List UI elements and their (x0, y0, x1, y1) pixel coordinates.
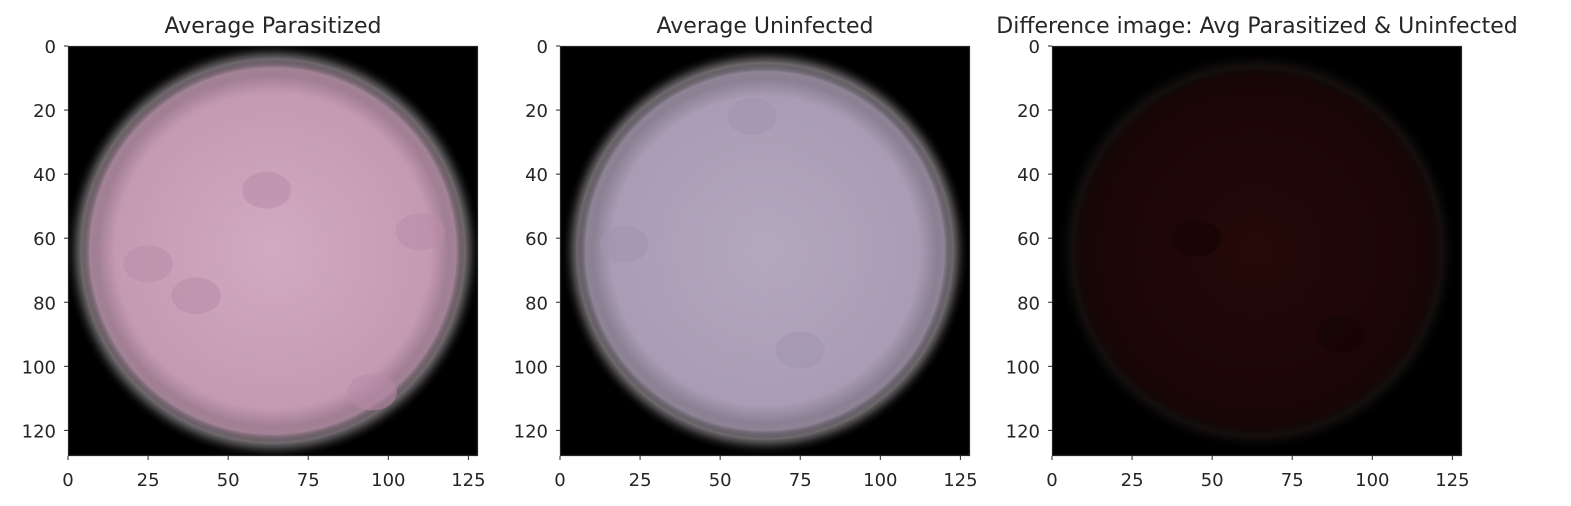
y-tick-label: 120 (514, 421, 548, 442)
cell-spot (395, 213, 445, 251)
x-tick-label: 125 (451, 470, 485, 491)
cell-spot (1171, 219, 1221, 257)
panel-2: Average Uninfected 0 25 50 75 100 125 0 20 40 60 80… (514, 14, 978, 491)
y-tick-label: 40 (33, 165, 56, 186)
cell-spot (599, 226, 649, 264)
axes-frame (1051, 45, 1463, 457)
x-tick-label: 0 (1046, 470, 1057, 491)
axes-frame (67, 45, 479, 457)
y-tick-label: 20 (1017, 101, 1040, 122)
y-tick-label: 80 (33, 293, 56, 314)
y-tick-label: 40 (525, 165, 548, 186)
chart-title: Average Uninfected (657, 14, 874, 39)
panel-1: Average Parasitized 0 25 50 75 100 125 0 20 40 60 8… (22, 14, 486, 491)
y-tick-label: 100 (22, 357, 56, 378)
x-tick-label: 50 (217, 470, 240, 491)
y-tick-label: 80 (525, 293, 548, 314)
x-tick-label: 100 (371, 470, 405, 491)
x-tick-label: 100 (863, 470, 897, 491)
x-tick-label: 75 (1281, 470, 1304, 491)
x-tick-label: 25 (1121, 470, 1144, 491)
average-cell (76, 54, 470, 448)
y-tick-label: 0 (45, 37, 56, 58)
y-tick-label: 60 (525, 229, 548, 250)
cell-spot (241, 171, 292, 209)
x-tick-label: 100 (1355, 470, 1389, 491)
y-tick-label: 120 (1006, 421, 1040, 442)
x-tick-label: 0 (554, 470, 565, 491)
y-tick-label: 20 (525, 101, 548, 122)
chart-title: Average Parasitized (165, 14, 382, 39)
panel-3: Difference image: Avg Parasitized & Unin… (996, 14, 1517, 491)
x-tick-label: 50 (709, 470, 732, 491)
cell-spot (727, 98, 777, 135)
y-tick-label: 0 (1029, 37, 1040, 58)
x-tick-label: 125 (943, 470, 977, 491)
x-tick-label: 125 (1435, 470, 1469, 491)
y-tick-label: 40 (1017, 165, 1040, 186)
cell-spot (347, 373, 397, 411)
cell-spot (171, 277, 221, 315)
y-tick-label: 20 (33, 101, 56, 122)
y-tick-label: 100 (514, 357, 548, 378)
axes-frame (559, 45, 971, 457)
y-tick-label: 120 (22, 421, 56, 442)
chart-title: Difference image: Avg Parasitized & Unin… (996, 14, 1517, 39)
y-tick-label: 80 (1017, 293, 1040, 314)
x-tick-label: 75 (297, 470, 320, 491)
average-cell (572, 58, 958, 444)
y-tick-label: 100 (1006, 357, 1040, 378)
y-tick-label: 60 (33, 229, 56, 250)
x-tick-label: 25 (629, 470, 652, 491)
cell-spot (1315, 315, 1365, 353)
cell-spot (123, 245, 173, 283)
cell-spot (775, 331, 825, 369)
y-tick-label: 0 (537, 37, 548, 58)
y-tick-label: 60 (1017, 229, 1040, 250)
x-tick-label: 50 (1201, 470, 1224, 491)
x-tick-label: 25 (137, 470, 160, 491)
average-cell (1068, 62, 1446, 440)
x-tick-label: 0 (62, 470, 73, 491)
x-tick-label: 75 (789, 470, 812, 491)
